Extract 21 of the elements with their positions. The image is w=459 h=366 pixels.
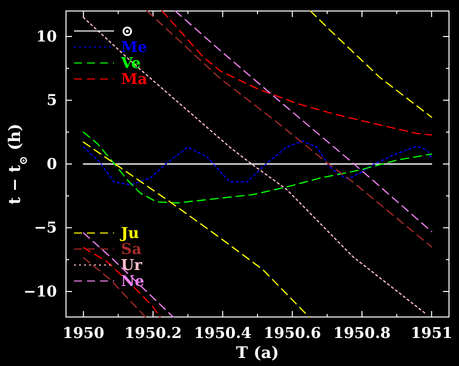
line-series — [82, 140, 432, 186]
y-tick-label: −10 — [24, 282, 57, 300]
x-tick-label: 1951 — [410, 324, 452, 342]
y-tick-label: −5 — [34, 218, 57, 237]
legend-label: ⊙ — [121, 22, 134, 40]
x-tick-label: 1950.4 — [194, 324, 252, 342]
legend-label: Ma — [121, 70, 148, 88]
line-series — [82, 132, 432, 204]
x-tick-label: 1950.8 — [333, 324, 391, 342]
y-tick-label: 5 — [46, 91, 57, 110]
x-axis-title: T (a) — [236, 343, 279, 362]
legend-label: Ju — [119, 224, 140, 242]
legend-label: Ur — [121, 256, 144, 274]
legend-label: Sa — [121, 240, 142, 258]
y-tick-label: 10 — [36, 27, 57, 46]
x-tick-label: 1950.2 — [124, 324, 182, 342]
legend-label: Ve — [120, 54, 141, 72]
legend-label: Me — [121, 38, 148, 56]
x-tick-label: 1950 — [62, 324, 104, 342]
x-tick-label: 1950.6 — [264, 324, 322, 342]
y-tick-label: 0 — [46, 154, 57, 173]
